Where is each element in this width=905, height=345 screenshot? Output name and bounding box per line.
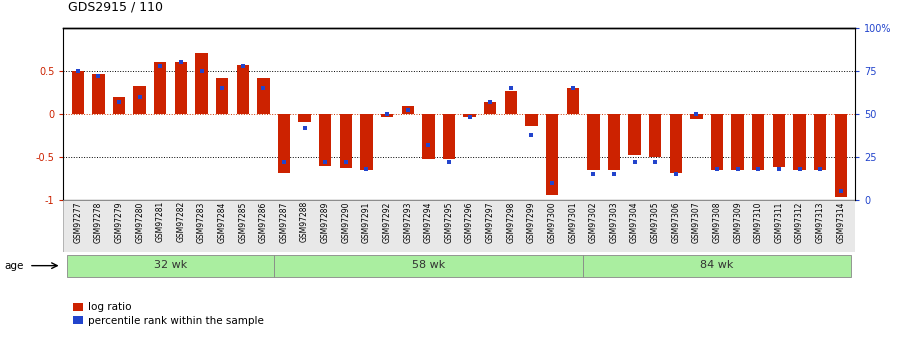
Bar <box>257 78 270 114</box>
Bar <box>608 114 620 170</box>
Bar <box>278 114 291 172</box>
Text: 32 wk: 32 wk <box>154 260 187 270</box>
Text: GSM97295: GSM97295 <box>444 201 453 243</box>
Bar <box>339 114 352 168</box>
Bar <box>236 65 249 114</box>
Bar <box>299 114 310 122</box>
Bar <box>731 114 744 170</box>
Bar <box>583 255 851 277</box>
Text: GSM97287: GSM97287 <box>280 201 289 243</box>
Bar <box>525 114 538 126</box>
Text: GSM97292: GSM97292 <box>383 201 392 243</box>
Text: GSM97301: GSM97301 <box>568 201 577 243</box>
Text: GSM97280: GSM97280 <box>135 201 144 243</box>
Bar <box>814 114 826 170</box>
Bar <box>505 91 517 114</box>
Bar <box>649 114 662 157</box>
Text: 58 wk: 58 wk <box>412 260 445 270</box>
Text: GSM97284: GSM97284 <box>217 201 226 243</box>
Bar <box>68 255 273 277</box>
Bar <box>443 114 455 159</box>
Bar <box>381 114 394 117</box>
Text: GSM97298: GSM97298 <box>506 201 515 243</box>
Text: GSM97299: GSM97299 <box>527 201 536 243</box>
Text: GSM97294: GSM97294 <box>424 201 433 243</box>
Bar <box>546 114 558 195</box>
Text: GSM97305: GSM97305 <box>651 201 660 243</box>
Bar <box>773 114 786 167</box>
Bar <box>628 114 641 155</box>
Text: GSM97308: GSM97308 <box>712 201 721 243</box>
Bar <box>670 114 682 172</box>
Bar <box>273 255 583 277</box>
Text: GSM97288: GSM97288 <box>300 201 310 243</box>
Bar <box>710 114 723 170</box>
Bar <box>463 114 476 117</box>
Bar <box>752 114 765 170</box>
Bar <box>71 71 84 114</box>
Text: GSM97281: GSM97281 <box>156 201 165 243</box>
Text: GSM97314: GSM97314 <box>836 201 845 243</box>
Text: GSM97313: GSM97313 <box>815 201 824 243</box>
Text: GSM97286: GSM97286 <box>259 201 268 243</box>
Bar <box>216 78 228 114</box>
Text: age: age <box>5 261 24 270</box>
Text: GSM97289: GSM97289 <box>320 201 329 243</box>
Text: GSM97312: GSM97312 <box>795 201 804 243</box>
Text: GSM97278: GSM97278 <box>94 201 103 243</box>
Text: GSM97310: GSM97310 <box>754 201 763 243</box>
Text: GDS2915 / 110: GDS2915 / 110 <box>68 1 163 14</box>
Text: GSM97309: GSM97309 <box>733 201 742 243</box>
Text: GSM97296: GSM97296 <box>465 201 474 243</box>
Bar <box>319 114 331 166</box>
Text: GSM97291: GSM97291 <box>362 201 371 243</box>
Text: GSM97306: GSM97306 <box>672 201 681 243</box>
Bar <box>360 114 373 170</box>
Text: GSM97283: GSM97283 <box>197 201 206 243</box>
Text: GSM97290: GSM97290 <box>341 201 350 243</box>
Bar <box>587 114 599 170</box>
Bar <box>422 114 434 159</box>
Bar <box>402 106 414 114</box>
Text: GSM97285: GSM97285 <box>238 201 247 243</box>
Legend: log ratio, percentile rank within the sample: log ratio, percentile rank within the sa… <box>69 298 269 330</box>
Text: GSM97277: GSM97277 <box>73 201 82 243</box>
Text: GSM97302: GSM97302 <box>589 201 598 243</box>
Text: GSM97297: GSM97297 <box>486 201 495 243</box>
Text: GSM97311: GSM97311 <box>775 201 784 243</box>
Text: GSM97300: GSM97300 <box>548 201 557 243</box>
Text: GSM97304: GSM97304 <box>630 201 639 243</box>
Text: GSM97307: GSM97307 <box>692 201 701 243</box>
Bar <box>154 62 167 114</box>
Bar <box>195 53 208 114</box>
Bar <box>834 114 847 197</box>
Bar <box>175 62 187 114</box>
Text: 84 wk: 84 wk <box>700 260 734 270</box>
Bar <box>484 102 497 114</box>
Bar <box>567 88 579 114</box>
Text: GSM97293: GSM97293 <box>404 201 413 243</box>
Bar <box>92 74 105 114</box>
Bar <box>794 114 805 170</box>
Bar <box>133 86 146 114</box>
Bar <box>691 114 702 119</box>
Text: GSM97282: GSM97282 <box>176 201 186 243</box>
Bar <box>113 98 125 114</box>
Text: GSM97303: GSM97303 <box>609 201 618 243</box>
Text: GSM97279: GSM97279 <box>115 201 123 243</box>
